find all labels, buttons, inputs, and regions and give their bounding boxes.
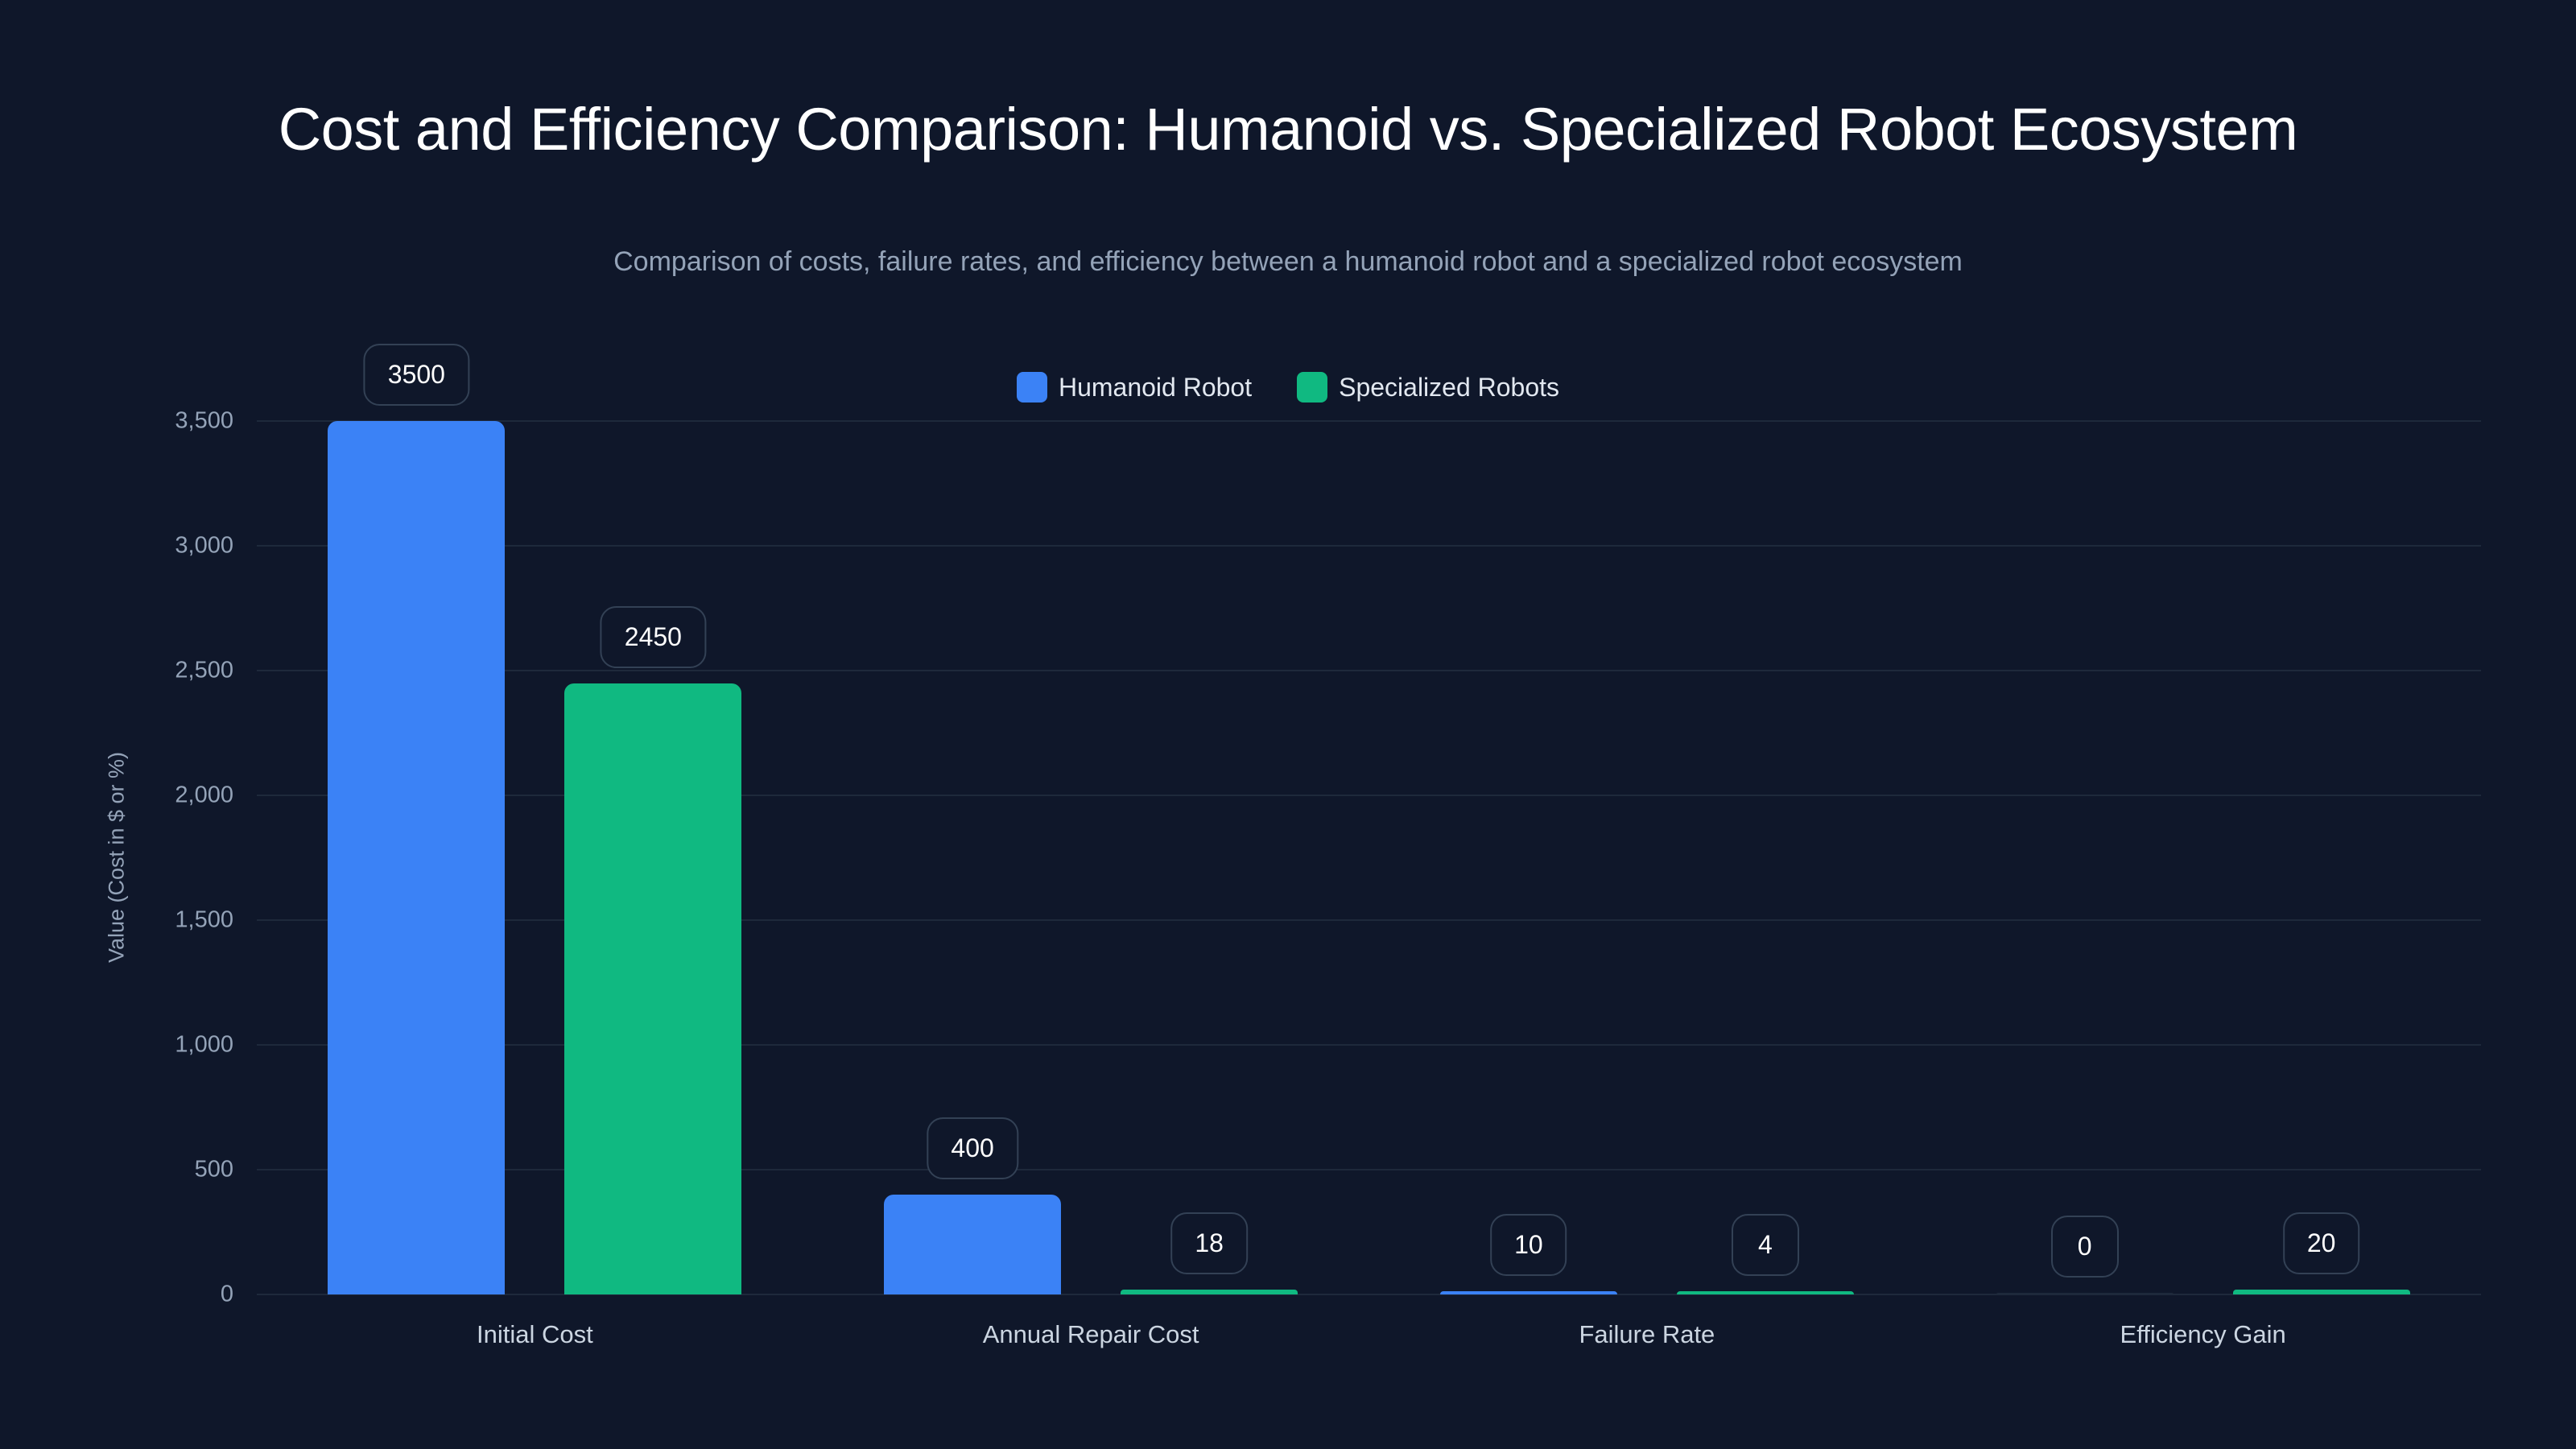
y-tick-label: 3,500 [175, 407, 233, 434]
gridline [257, 545, 2481, 547]
gridline [257, 1044, 2481, 1046]
data-label: 3500 [363, 344, 469, 406]
bar-humanoid[interactable] [1439, 1291, 1617, 1294]
y-tick-label: 2,000 [175, 782, 233, 808]
legend-swatch-humanoid-icon [1016, 372, 1047, 402]
y-tick-label: 0 [220, 1281, 233, 1307]
legend: Humanoid Robot Specialized Robots [0, 372, 2576, 402]
bar-humanoid[interactable] [884, 1195, 1062, 1294]
legend-label: Specialized Robots [1339, 372, 1560, 402]
bar-specialized[interactable] [564, 683, 742, 1294]
data-label: 400 [927, 1117, 1018, 1179]
plot-area [257, 322, 2481, 1295]
data-label: 4 [1731, 1214, 1799, 1276]
y-tick-label: 2,500 [175, 657, 233, 683]
data-label: 0 [2050, 1216, 2119, 1278]
y-tick-label: 1,000 [175, 1031, 233, 1058]
x-tick-label: Annual Repair Cost [982, 1320, 1199, 1348]
gridline [257, 795, 2481, 796]
y-tick-label: 3,000 [175, 532, 233, 559]
y-tick-label: 1,500 [175, 906, 233, 933]
x-tick-label: Failure Rate [1579, 1320, 1715, 1348]
bar-specialized[interactable] [1676, 1291, 1854, 1294]
y-tick-label: 500 [194, 1156, 233, 1183]
gridline [257, 420, 2481, 422]
data-label: 10 [1490, 1214, 1567, 1276]
gridline [257, 1169, 2481, 1170]
x-tick-label: Initial Cost [477, 1320, 593, 1348]
bar-specialized[interactable] [1121, 1290, 1298, 1294]
bar-humanoid[interactable] [328, 421, 506, 1294]
chart-subtitle: Comparison of costs, failure rates, and … [613, 246, 1963, 277]
data-label: 18 [1170, 1212, 1248, 1275]
bar-specialized[interactable] [2232, 1289, 2410, 1294]
legend-label: Humanoid Robot [1058, 372, 1253, 402]
gridline [257, 670, 2481, 671]
bar-humanoid[interactable] [1996, 1293, 2174, 1294]
data-label: 20 [2282, 1212, 2360, 1274]
gridline [257, 1294, 2481, 1295]
data-label: 2450 [600, 605, 706, 668]
legend-swatch-specialized-icon [1297, 372, 1328, 402]
legend-item-specialized[interactable]: Specialized Robots [1297, 372, 1559, 402]
x-tick-label: Efficiency Gain [2120, 1320, 2286, 1348]
gridline [257, 919, 2481, 921]
legend-item-humanoid[interactable]: Humanoid Robot [1016, 372, 1253, 402]
chart-title: Cost and Efficiency Comparison: Humanoid… [278, 96, 2298, 163]
